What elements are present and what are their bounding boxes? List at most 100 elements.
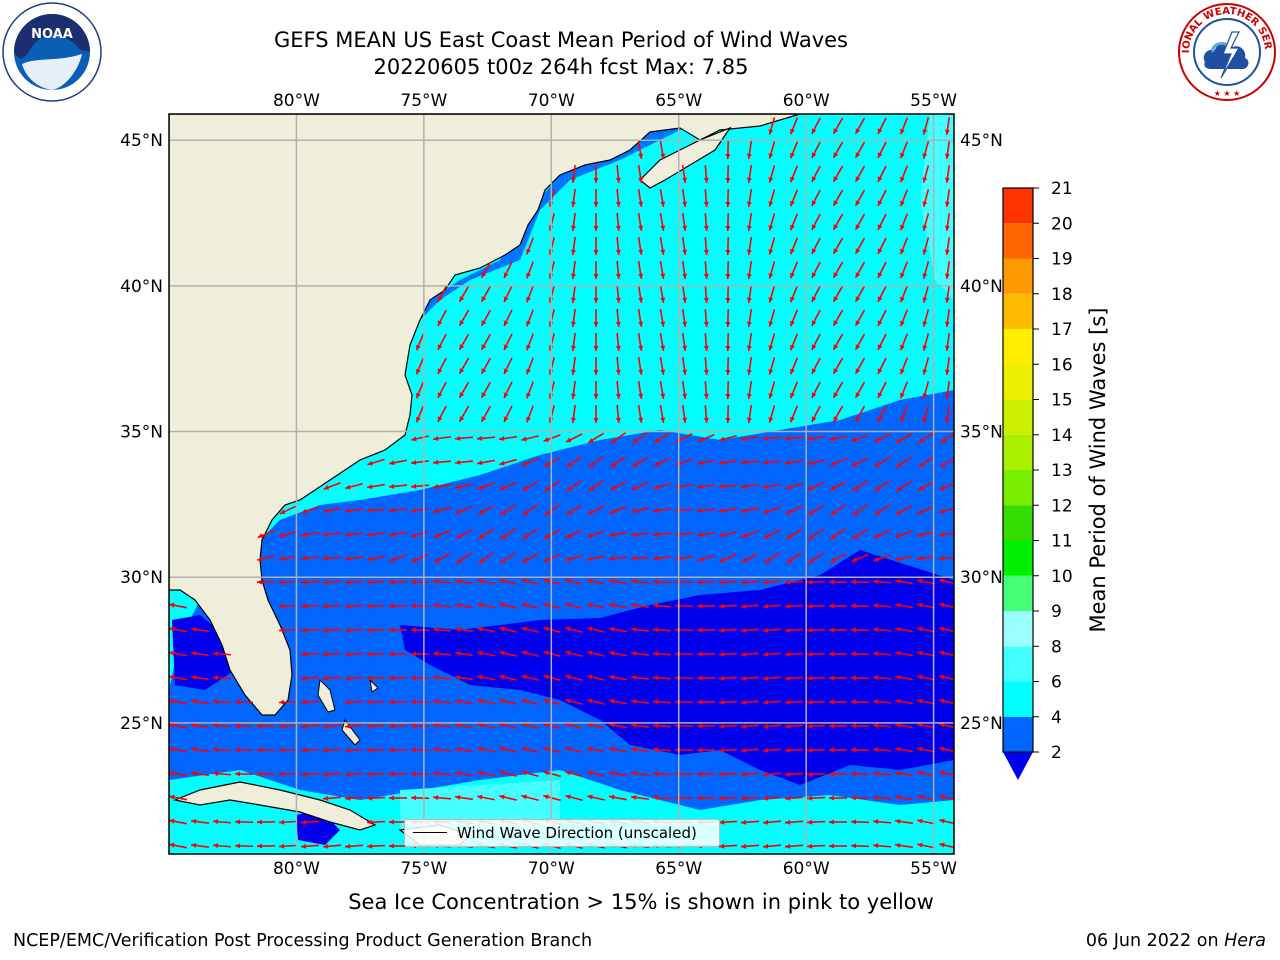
- wave-direction-arrow: [521, 626, 539, 634]
- wave-direction-arrow: [922, 213, 930, 231]
- wave-direction-arrow: [499, 481, 517, 491]
- wave-direction-arrow: [593, 404, 599, 424]
- wave-direction-arrow: [789, 381, 799, 399]
- wave-direction-arrow: [872, 771, 892, 777]
- wave-direction-arrow: [786, 552, 802, 564]
- wave-direction-arrow: [234, 747, 254, 753]
- wave-direction-arrow: [322, 723, 342, 729]
- wave-direction-arrow: [432, 747, 452, 753]
- wave-direction-arrow: [344, 579, 364, 585]
- wave-direction-arrow: [762, 579, 782, 585]
- wave-direction-arrow: [410, 747, 430, 753]
- wave-direction-arrow: [522, 528, 538, 540]
- wave-direction-arrow: [944, 284, 951, 304]
- graticule: [169, 114, 954, 854]
- wave-direction-arrow: [637, 236, 644, 256]
- wave-direction-arrow: [828, 675, 848, 681]
- wave-direction-arrow: [659, 284, 666, 304]
- wave-direction-arrow: [944, 236, 951, 256]
- wave-direction-arrow: [725, 332, 731, 352]
- wave-direction-arrow: [807, 504, 825, 516]
- wave-direction-arrow: [746, 380, 753, 400]
- colorbar-swatch: [1003, 470, 1033, 506]
- wave-direction-arrow: [828, 795, 848, 801]
- wave-direction-arrow: [740, 723, 760, 729]
- wave-direction-arrow: [410, 651, 430, 657]
- colorbar-tick-label: 16: [1051, 355, 1073, 375]
- wave-direction-arrow: [899, 285, 909, 303]
- wave-direction-arrow: [807, 481, 825, 491]
- wave-direction-arrow: [703, 332, 709, 352]
- wave-direction-arrow: [278, 723, 298, 729]
- colorbar-tick-label: 4: [1051, 708, 1062, 728]
- wave-direction-arrow: [565, 529, 583, 539]
- wave-direction-arrow: [169, 842, 187, 849]
- wave-direction-arrow: [432, 651, 452, 657]
- wave-direction-arrow: [478, 528, 494, 540]
- wave-direction-arrow: [917, 578, 935, 585]
- wave-direction-arrow: [454, 770, 474, 777]
- wave-direction-arrow: [526, 381, 534, 399]
- run-date-credit: 06 Jun 2022 on Hera: [1086, 931, 1266, 951]
- wave-direction-arrow: [615, 284, 621, 304]
- wave-direction-arrow: [828, 603, 848, 609]
- wave-direction-arrow: [872, 627, 892, 633]
- wave-direction-arrow: [415, 333, 425, 351]
- wave-direction-arrow: [746, 308, 753, 328]
- wave-direction-arrow: [652, 675, 672, 681]
- wave-direction-arrow: [917, 794, 935, 801]
- wave-direction-arrow: [190, 746, 210, 753]
- wave-direction-arrow: [521, 480, 539, 492]
- colorbar-swatch: [1003, 399, 1033, 435]
- wave-direction-arrow: [388, 603, 408, 609]
- wave-direction-arrow: [388, 699, 408, 705]
- wave-direction-arrow: [922, 309, 930, 327]
- map-legend: Wind Wave Direction (unscaled): [404, 819, 720, 847]
- lat-tick-right: 40°N: [960, 277, 1003, 297]
- wave-direction-arrow: [854, 165, 866, 183]
- wave-direction-arrow: [630, 650, 650, 657]
- wave-direction-arrow: [763, 483, 781, 490]
- wave-direction-arrow: [894, 818, 914, 825]
- wave-direction-arrow: [322, 675, 342, 681]
- wave-direction-arrow: [944, 116, 951, 136]
- wave-direction-arrow: [718, 747, 738, 753]
- wave-direction-arrow: [566, 456, 582, 468]
- nova-scotia-land: [639, 126, 732, 189]
- wave-direction-arrow: [454, 602, 474, 609]
- wave-direction-arrow: [615, 188, 621, 208]
- wave-direction-arrow: [300, 819, 320, 825]
- wave-direction-arrow: [637, 380, 644, 400]
- wave-direction-arrow: [696, 531, 716, 538]
- wave-direction-arrow: [587, 505, 605, 515]
- wave-direction-arrow: [593, 188, 599, 208]
- wave-direction-arrow: [433, 552, 451, 564]
- wave-direction-arrow: [894, 650, 914, 657]
- wave-direction-arrow: [257, 555, 275, 562]
- noaa-logo: NOAA: [2, 2, 102, 102]
- wave-direction-arrow: [740, 435, 760, 442]
- wave-direction-arrow: [637, 164, 644, 184]
- wave-direction-arrow: [725, 284, 731, 304]
- wave-direction-arrow: [323, 482, 341, 490]
- wave-direction-arrow: [741, 507, 759, 514]
- colorbar-under-arrow: [1003, 752, 1033, 780]
- wave-direction-arrow: [811, 381, 821, 399]
- wave-direction-arrow: [877, 189, 887, 207]
- wave-direction-arrow: [587, 770, 605, 777]
- wave-direction-arrow: [571, 212, 576, 232]
- wave-direction-arrow: [899, 309, 909, 327]
- wave-direction-arrow: [784, 843, 804, 849]
- wave-direction-arrow: [652, 723, 672, 729]
- wave-direction-arrow: [768, 141, 776, 159]
- wave-direction-arrow: [917, 722, 935, 729]
- wave-direction-arrow: [344, 747, 364, 753]
- wave-direction-arrow: [944, 380, 951, 400]
- wave-direction-arrow: [872, 843, 892, 849]
- wave-direction-arrow: [565, 794, 583, 802]
- wave-direction-arrow: [762, 771, 782, 777]
- lon-tick-bottom: 75°W: [400, 859, 447, 879]
- wave-direction-arrow: [630, 626, 650, 633]
- wave-direction-arrow: [389, 531, 407, 538]
- wave-direction-arrow: [499, 794, 517, 801]
